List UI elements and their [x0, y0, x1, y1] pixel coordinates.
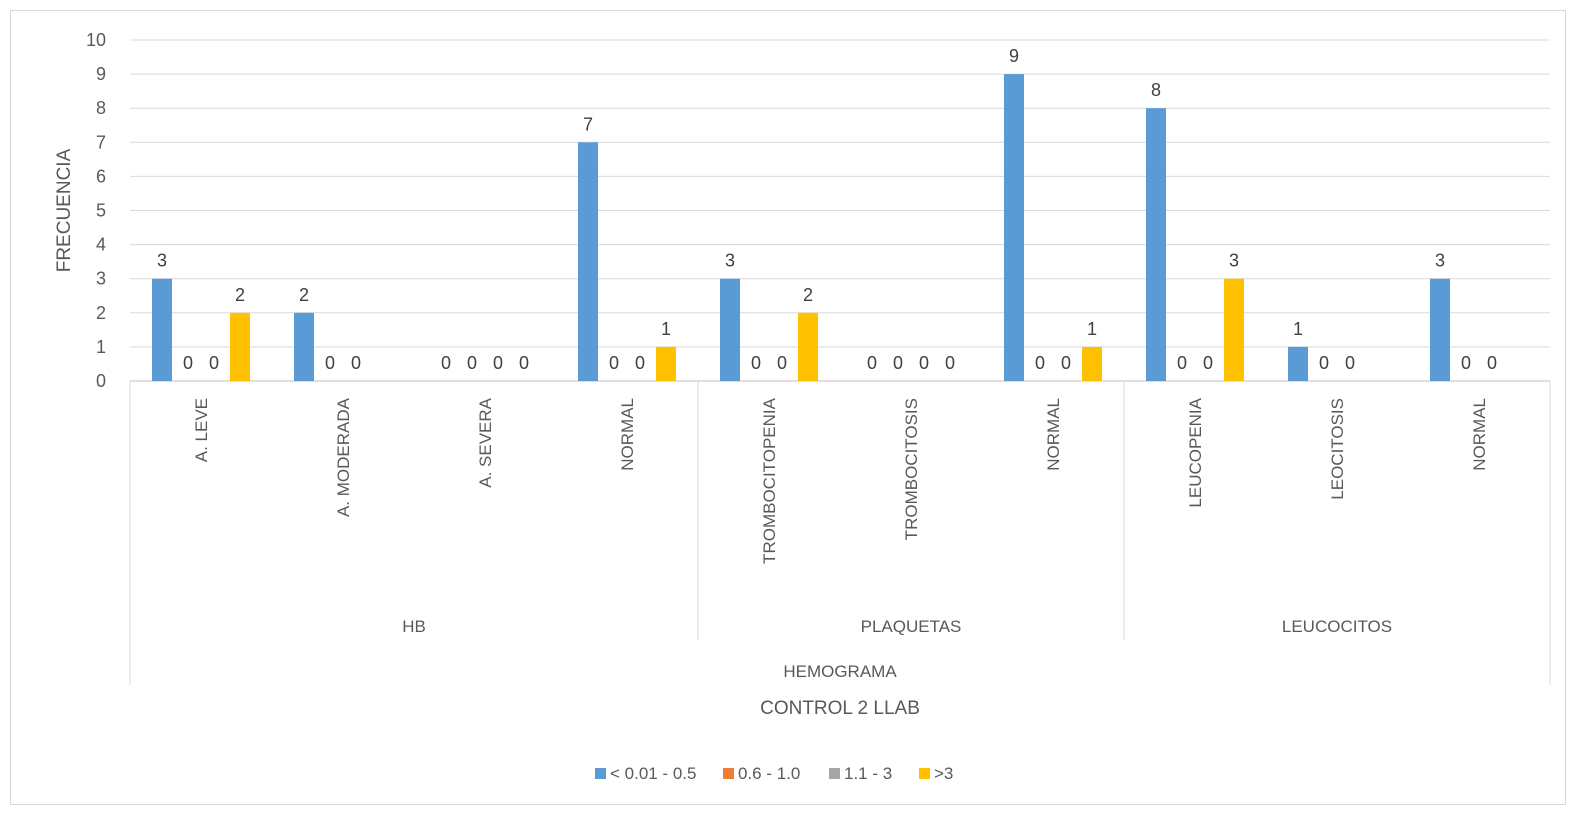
y-tick-label: 10: [86, 30, 106, 50]
x-category-label: NORMAL: [618, 398, 637, 471]
y-tick-label: 0: [96, 371, 106, 391]
bar: [1224, 278, 1244, 381]
data-label: 0: [519, 353, 529, 373]
data-label: 0: [183, 353, 193, 373]
top-group-label: HEMOGRAMA: [783, 662, 897, 681]
data-label: 3: [1435, 251, 1445, 271]
legend-label: 0.6 - 1.0: [738, 764, 800, 783]
y-tick-label: 2: [96, 303, 106, 323]
data-label: 0: [1203, 353, 1213, 373]
data-label: 7: [583, 114, 593, 134]
data-label: 0: [1061, 353, 1071, 373]
data-label: 0: [893, 353, 903, 373]
bar: [720, 278, 740, 381]
x-category-label: A. SEVERA: [476, 397, 495, 487]
data-label: 0: [609, 353, 619, 373]
legend-swatch: [723, 768, 734, 779]
bar: [656, 346, 676, 381]
legend-label: >3: [934, 764, 953, 783]
bar: [1430, 278, 1450, 381]
y-tick-label: 7: [96, 132, 106, 152]
data-label: 0: [1319, 353, 1329, 373]
data-label: 0: [493, 353, 503, 373]
bar: [578, 142, 598, 381]
x-category-label: TROMBOCITOSIS: [902, 398, 921, 540]
data-label: 0: [1461, 353, 1471, 373]
y-axis-title: FRECUENCIA: [54, 148, 75, 272]
y-tick-label: 4: [96, 235, 106, 255]
data-label: 0: [777, 353, 787, 373]
data-label: 0: [635, 353, 645, 373]
data-label: 3: [1229, 251, 1239, 271]
x-category-label: TROMBOCITOPENIA: [760, 397, 779, 564]
data-label: 1: [661, 319, 671, 339]
legend-label: 1.1 - 3: [844, 764, 892, 783]
data-label: 0: [751, 353, 761, 373]
y-tick-label: 1: [96, 337, 106, 357]
x-category-label: A. MODERADA: [334, 397, 353, 517]
data-label: 3: [725, 251, 735, 271]
y-tick-label: 3: [96, 269, 106, 289]
y-tick-label: 8: [96, 98, 106, 118]
data-label: 0: [441, 353, 451, 373]
group-label: PLAQUETAS: [861, 617, 962, 636]
bar: [152, 278, 172, 381]
y-tick-label: 9: [96, 64, 106, 84]
data-label: 0: [919, 353, 929, 373]
data-label: 0: [209, 353, 219, 373]
bar: [798, 312, 818, 381]
legend-label: < 0.01 - 0.5: [610, 764, 696, 783]
x-category-label: A. LEVE: [192, 398, 211, 462]
data-label: 0: [1035, 353, 1045, 373]
x-axis-title: CONTROL 2 LLAB: [760, 698, 920, 719]
bar: [1146, 108, 1166, 381]
data-label: 0: [867, 353, 877, 373]
data-label: 0: [325, 353, 335, 373]
legend-swatch: [919, 768, 930, 779]
y-tick-label: 5: [96, 201, 106, 221]
x-category-label: LEOCITOSIS: [1328, 398, 1347, 500]
data-label: 0: [1177, 353, 1187, 373]
bar: [230, 312, 250, 381]
data-label: 0: [1487, 353, 1497, 373]
bar: [1082, 346, 1102, 381]
legend-swatch: [829, 768, 840, 779]
data-label: 2: [803, 285, 813, 305]
data-label: 8: [1151, 80, 1161, 100]
bar: [1288, 346, 1308, 381]
data-label: 0: [945, 353, 955, 373]
data-label: 9: [1009, 46, 1019, 66]
data-label: 1: [1293, 319, 1303, 339]
data-label: 3: [157, 251, 167, 271]
data-label: 1: [1087, 319, 1097, 339]
legend-swatch: [595, 768, 606, 779]
y-tick-label: 6: [96, 166, 106, 186]
bar: [294, 312, 314, 381]
bar: [1004, 74, 1024, 381]
data-label: 2: [235, 285, 245, 305]
group-label: HB: [402, 617, 426, 636]
data-label: 0: [351, 353, 361, 373]
group-label: LEUCOCITOS: [1282, 617, 1392, 636]
data-label: 0: [1345, 353, 1355, 373]
data-label: 2: [299, 285, 309, 305]
chart-border: [10, 10, 1566, 805]
x-category-label: NORMAL: [1044, 398, 1063, 471]
x-category-label: NORMAL: [1470, 398, 1489, 471]
data-label: 0: [467, 353, 477, 373]
x-category-label: LEUCOPENIA: [1186, 397, 1205, 507]
